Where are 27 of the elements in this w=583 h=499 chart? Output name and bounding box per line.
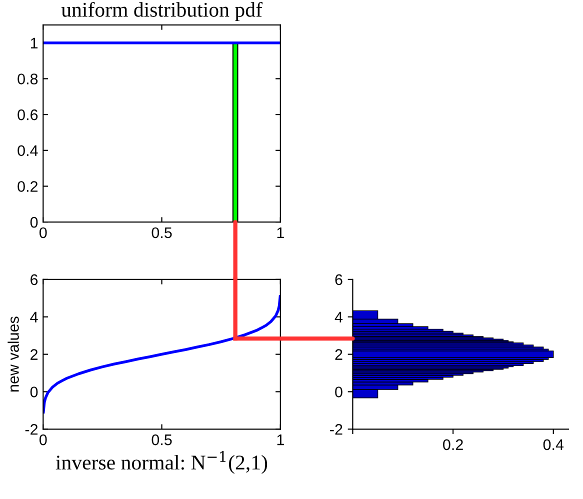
y-tick-label: 0.2 — [18, 181, 38, 192]
x-tick-label: 0.5 — [152, 434, 172, 446]
y-tick-label: 0.4 — [18, 145, 38, 156]
chart-title: uniform distribution pdf — [61, 2, 262, 22]
x-tick-label: 0.2 — [443, 439, 463, 450]
y-tick-label: 6 — [335, 274, 342, 286]
y-tick-label: 2 — [30, 349, 38, 360]
y-tick-label: 4 — [30, 312, 38, 322]
x-tick-label: 0 — [39, 227, 47, 238]
y-tick-label: 0.8 — [18, 74, 38, 84]
x-tick-label: 0 — [39, 434, 47, 446]
y-tick-label: -2 — [330, 424, 342, 435]
x-tick-label: 0.5 — [152, 227, 172, 238]
x-tick-label: 1 — [277, 227, 284, 238]
y-tick-label: 1 — [30, 38, 38, 48]
y-tick-label: 0 — [335, 386, 342, 398]
y-tick-label: 4 — [334, 312, 343, 322]
x-tick-label: 1 — [277, 434, 284, 446]
y-tick-label: 6 — [30, 274, 38, 286]
y-tick-label: 2 — [335, 349, 342, 360]
y-tick-label: -2 — [25, 424, 38, 435]
x-axis-title: inverse normal: N$^{−1}$(2,1) — [56, 451, 268, 474]
y-tick-label: 0 — [30, 386, 38, 398]
y-axis-title: new values — [8, 316, 19, 392]
y-tick-label: 0.6 — [18, 109, 38, 120]
y-tick-label: 0 — [30, 216, 38, 228]
x-tick-label: 0.4 — [543, 439, 564, 450]
